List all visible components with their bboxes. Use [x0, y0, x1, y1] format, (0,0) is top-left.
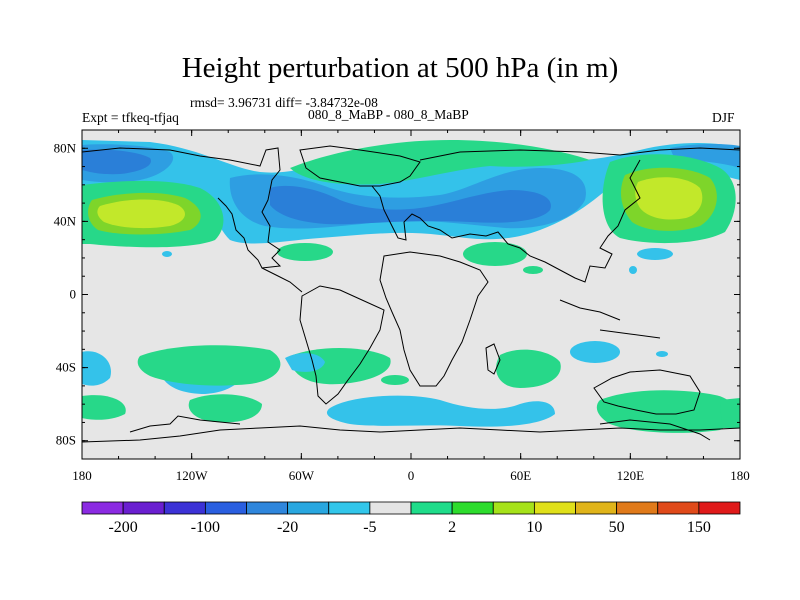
x-tick-label: 180 [730, 468, 750, 483]
sh-positive-south-pacific [137, 345, 281, 386]
x-tick-label: 180 [72, 468, 92, 483]
nh-positive-asia-max [635, 177, 703, 220]
x-tick-label: 120E [617, 468, 645, 483]
sh-negative-atlantic [285, 353, 325, 372]
colorbar-swatch [369, 501, 412, 515]
x-tick-label: 120W [176, 468, 209, 483]
colorbar-label: -5 [363, 519, 376, 536]
experiment-label: Expt = tfkeq-tfjaq [82, 110, 179, 125]
colorbar-label: 10 [526, 519, 542, 536]
arctic-negative-west-core [82, 149, 151, 175]
y-tick-label: 40N [54, 213, 77, 228]
plot-title: Height perturbation at 500 hPa (in m) [181, 52, 619, 84]
colorbar-swatch [122, 501, 165, 515]
sh-negative-pacific [82, 351, 111, 386]
sh-negative-band [326, 395, 555, 427]
colorbar-swatch [657, 501, 700, 515]
nh-positive-pacific-max [97, 199, 185, 229]
y-tick-label: 0 [70, 287, 77, 302]
y-axis: 80N 40N 0 40S 80S [54, 129, 740, 460]
sh-positive-south-east [596, 390, 735, 433]
contour-field [82, 130, 740, 459]
sh-positive-south-west-2 [188, 394, 262, 423]
nh-negative-blob-1 [637, 248, 673, 260]
sh-positive-indian [496, 349, 561, 388]
x-tick-label: 0 [408, 468, 415, 483]
colorbar-swatch [616, 501, 659, 515]
colorbar-swatch [533, 501, 576, 515]
case-label: 080_8_MaBP - 080_8_MaBP [308, 107, 469, 122]
sh-positive-south-far-east [720, 398, 740, 428]
sh-positive-blob-small [381, 375, 409, 385]
colorbar-swatch [451, 501, 494, 515]
colorbar-swatch [698, 501, 741, 515]
sh-negative-blob-small [656, 351, 668, 357]
nh-negative-blob-2 [629, 266, 637, 274]
colorbar-swatch [492, 501, 535, 515]
sh-negative-blob-indian [570, 341, 620, 363]
colorbar-swatch [328, 501, 371, 515]
colorbar-label: 150 [687, 519, 711, 536]
x-tick-label: 60W [289, 468, 315, 483]
colorbar-swatch [410, 501, 453, 515]
nh-positive-blob-2 [463, 242, 527, 266]
x-axis: 180 120W 60W 0 60E 120E 180 [72, 130, 750, 483]
colorbar-label: -20 [277, 519, 298, 536]
y-tick-label: 80S [56, 433, 76, 448]
arctic-negative-east [670, 144, 740, 168]
colorbar-swatch [287, 501, 330, 515]
colorbar-label: 2 [448, 519, 456, 536]
colorbar-swatch [246, 501, 289, 515]
colorbar-swatch [81, 501, 124, 515]
y-tick-label: 40S [56, 360, 76, 375]
nh-negative-band [82, 140, 740, 244]
nh-negative-core-2 [270, 185, 551, 225]
colorbar-swatch [575, 501, 618, 515]
colorbar-label: -100 [191, 519, 220, 536]
nh-positive-blob-1 [277, 243, 333, 261]
colorbar-label: 50 [609, 519, 625, 536]
nh-positive-blob-3 [523, 266, 543, 274]
x-tick-label: 60E [510, 468, 531, 483]
colorbar-swatch [163, 501, 206, 515]
colorbar: -200 -100 -20 -5 2 10 50 150 [81, 501, 741, 536]
stats-line: rmsd= 3.96731 diff= -3.84732e-08 [190, 95, 378, 110]
colorbar-swatch [204, 501, 247, 515]
season-label: DJF [712, 110, 735, 125]
sh-positive-south-west [82, 395, 126, 420]
coastlines [82, 145, 740, 443]
y-tick-label: 80N [54, 140, 77, 155]
colorbar-label: -200 [108, 519, 137, 536]
nh-negative-blob-3 [162, 251, 172, 257]
